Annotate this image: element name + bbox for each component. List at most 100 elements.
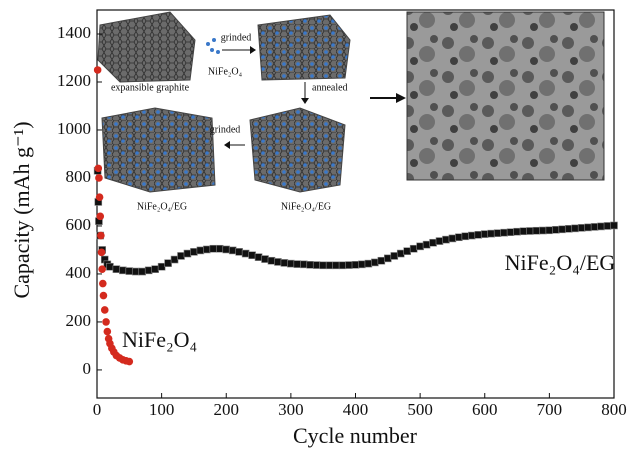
data-point (591, 223, 598, 230)
data-point (352, 261, 359, 268)
inset-label: annealed (312, 82, 348, 93)
x-tick-label: 400 (343, 400, 369, 419)
data-point (572, 225, 579, 232)
data-point (371, 259, 378, 266)
x-tick-label: 600 (472, 400, 498, 419)
data-point (210, 245, 217, 252)
data-point (442, 236, 449, 243)
data-point (565, 225, 572, 232)
data-point (488, 230, 495, 237)
data-point (598, 223, 605, 230)
data-point (313, 262, 320, 269)
data-point (158, 263, 165, 270)
data-point (449, 235, 456, 242)
data-point (339, 262, 346, 269)
data-point (97, 232, 105, 240)
annotation: NiFe₂O₄ (122, 327, 197, 352)
data-point (126, 358, 134, 366)
data-point (384, 255, 391, 262)
data-point (391, 252, 398, 259)
data-point (365, 260, 372, 267)
x-axis-label: Cycle number (293, 423, 418, 448)
data-point (475, 231, 482, 238)
y-tick-label: 400 (66, 263, 92, 282)
data-point (326, 262, 333, 269)
data-point (249, 252, 256, 259)
data-point (126, 268, 133, 275)
x-tick-label: 500 (407, 400, 433, 419)
data-point (417, 243, 424, 250)
inset-label: NiFe₂O₄/EG (281, 201, 331, 212)
data-point (423, 241, 430, 248)
inset-label: grinded (210, 124, 241, 135)
data-point (533, 227, 540, 234)
data-point (358, 261, 365, 268)
data-point (106, 263, 113, 270)
data-point (539, 227, 546, 234)
inset-schematic (98, 12, 604, 192)
data-point (501, 229, 508, 236)
data-point (203, 246, 210, 253)
data-point (436, 238, 443, 245)
data-point (346, 262, 353, 269)
data-point (559, 226, 566, 233)
x-tick-label: 200 (214, 400, 240, 419)
data-point (94, 165, 102, 173)
data-point (104, 328, 112, 336)
data-point (139, 268, 146, 275)
data-point (430, 239, 437, 246)
data-point (507, 229, 514, 236)
x-tick-label: 0 (93, 400, 102, 419)
data-point (145, 267, 152, 274)
data-point (96, 213, 104, 221)
data-point (171, 256, 178, 263)
data-point (119, 267, 126, 274)
data-point (494, 230, 501, 237)
data-point (102, 318, 110, 326)
data-point (132, 268, 139, 275)
data-point (585, 224, 592, 231)
inset-label: NiFe₂O₄ (208, 66, 243, 77)
data-point (410, 245, 417, 252)
tem-image (407, 12, 604, 180)
data-point (101, 306, 109, 314)
y-tick-label: 600 (66, 215, 92, 234)
y-tick-label: 1200 (57, 71, 91, 90)
data-point (223, 246, 230, 253)
data-point (333, 262, 340, 269)
y-tick-label: 800 (66, 167, 92, 186)
data-point (307, 261, 314, 268)
data-point (113, 266, 120, 273)
inset-label: expansible graphite (111, 82, 190, 93)
data-point (255, 254, 262, 261)
y-tick-label: 0 (83, 359, 92, 378)
data-point (99, 280, 107, 288)
data-point (242, 250, 249, 257)
data-point (178, 252, 185, 259)
data-point (95, 174, 103, 182)
x-tick-label: 300 (278, 400, 304, 419)
chart: expansible graphite grinded NiFe₂O₄ anne… (0, 0, 629, 452)
data-point (268, 257, 275, 264)
data-point (546, 227, 553, 234)
x-tick-label: 700 (537, 400, 563, 419)
x-tick-label: 800 (601, 400, 627, 419)
data-point (94, 66, 102, 74)
data-point (604, 222, 611, 229)
data-point (397, 250, 404, 257)
data-point (300, 261, 307, 268)
data-point (100, 292, 108, 300)
data-point (98, 265, 106, 273)
data-point (294, 261, 301, 268)
data-point (197, 247, 204, 254)
x-tick-label: 100 (149, 400, 175, 419)
data-point (462, 233, 469, 240)
inset-label: NiFe₂O₄/EG (137, 201, 187, 212)
data-point (578, 224, 585, 231)
data-point (281, 259, 288, 266)
data-point (611, 222, 618, 229)
data-point (468, 232, 475, 239)
data-point (236, 248, 243, 255)
data-point (378, 257, 385, 264)
data-point (514, 228, 521, 235)
